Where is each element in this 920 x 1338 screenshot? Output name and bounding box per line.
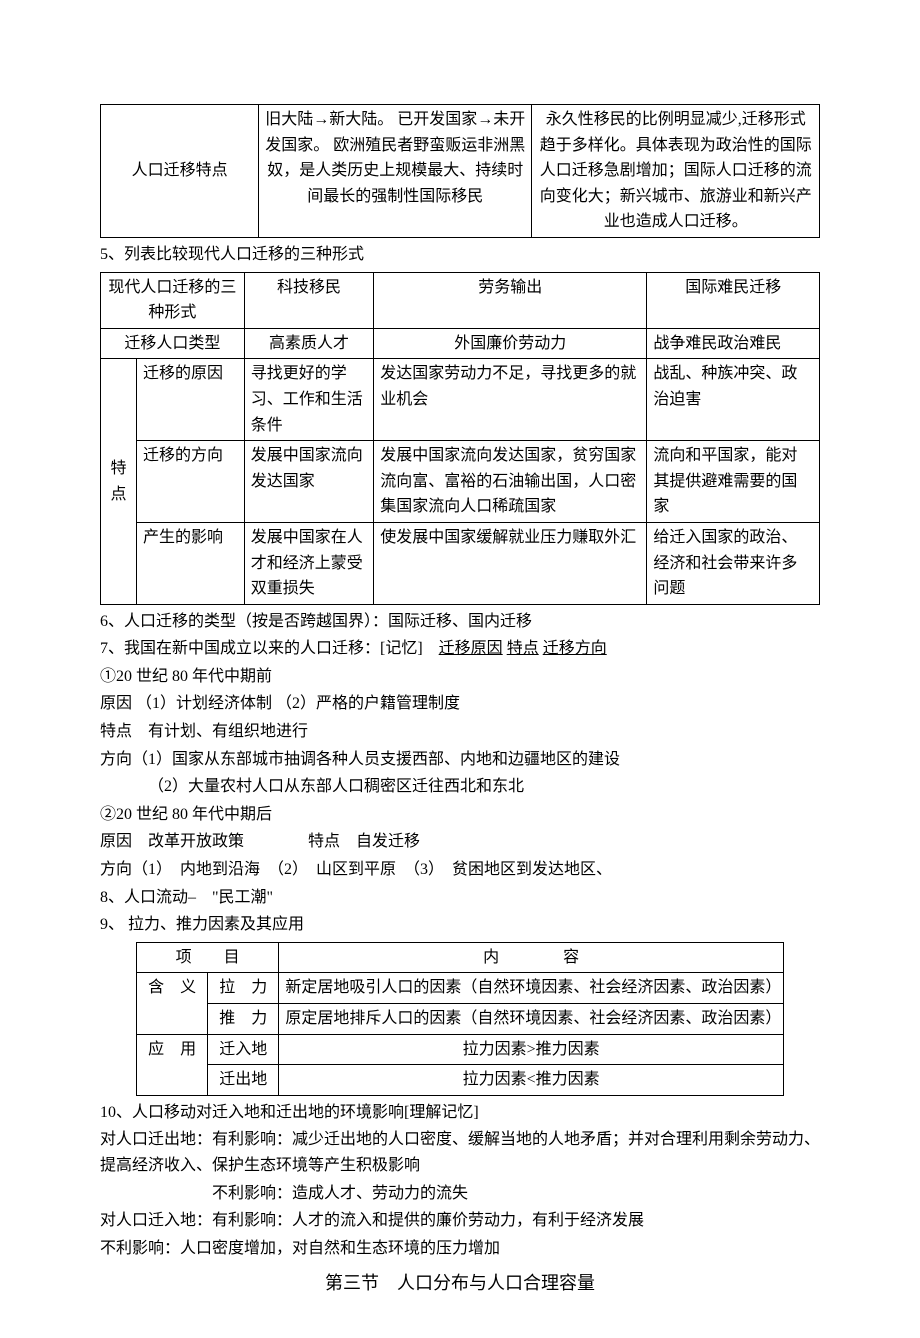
p14: 原因 改革开放政策 特点 自发迁移 xyxy=(100,829,820,855)
t2-h3: 劳务输出 xyxy=(374,272,647,328)
p11: 方向（1）国家从东部城市抽调各种人员支援西部、内地和边疆地区的建设 xyxy=(100,747,820,773)
p22: 不利影响：人口密度增加，对自然和生态环境的压力增加 xyxy=(100,1236,820,1262)
p17: 9、 拉力、推力因素及其应用 xyxy=(100,912,820,938)
t1-c1: 人口迁移特点 xyxy=(101,105,259,238)
p19: 对人口迁出地：有利影响：减少迁出地的人口密度、缓解当地的人地矛盾；并对合理利用剩… xyxy=(100,1127,820,1178)
p15: 方向（1） 内地到沿海 （2） 山区到平原 （3） 贫困地区到发达地区、 xyxy=(100,857,820,883)
p18: 10、人口移动对迁入地和迁出地的环境影响[理解记忆] xyxy=(100,1100,820,1126)
t3-r3b: 迁入地 xyxy=(208,1034,279,1065)
t2-h1: 现代人口迁移的三种形式 xyxy=(101,272,245,328)
push-pull-table: 项 目 内 容 含 义 拉 力 新定居地吸引人口的因素（自然环境因素、社会经济因… xyxy=(136,942,784,1096)
p16: 8、人口流动– "民工潮" xyxy=(100,885,820,911)
t3-r3a: 应 用 xyxy=(137,1034,208,1095)
section-title: 第三节 人口分布与人口合理容量 xyxy=(100,1269,820,1298)
p9: 原因 （1）计划经济体制 （2）严格的户籍管理制度 xyxy=(100,691,820,717)
t2-direction-c2: 发展中国家流向发达国家 xyxy=(244,441,373,523)
t3-r1a: 含 义 xyxy=(137,973,208,1034)
p6: 6、人口迁移的类型（按是否跨越国界）：国际迁移、国内迁移 xyxy=(100,609,820,635)
t3-r2c: 原定居地排斥人口的因素（自然环境因素、社会经济因素、政治因素） xyxy=(279,1004,784,1035)
p7a: 7、我国在新中国成立以来的人口迁移：[记忆] xyxy=(100,640,439,657)
p8: ①20 世纪 80 年代中期前 xyxy=(100,664,820,690)
t1-c3: 永久性移民的比例明显减少,迁移形式趋于多样化。具体表现为政治性的国际人口迁移急剧… xyxy=(532,105,820,238)
t2-direction-c4: 流向和平国家，能对其提供避难需要的国家 xyxy=(647,441,820,523)
t3-r2b: 推 力 xyxy=(208,1004,279,1035)
t2-type-c3: 外国廉价劳动力 xyxy=(374,328,647,359)
t3-r4b: 迁出地 xyxy=(208,1065,279,1096)
p10: 特点 有计划、有组织地进行 xyxy=(100,719,820,745)
t2-feat-label: 特点 xyxy=(101,359,137,604)
p7: 7、我国在新中国成立以来的人口迁移：[记忆] 迁移原因 特点 迁移方向 xyxy=(100,636,820,662)
t2-type-c4: 战争难民政治难民 xyxy=(647,328,820,359)
t2-type-label: 迁移人口类型 xyxy=(101,328,245,359)
t1-c2: 旧大陆→新大陆。 已开发国家→未开发国家。 欧洲殖民者野蛮贩运非洲黑奴，是人类历… xyxy=(259,105,532,238)
p7d: 特点 xyxy=(507,640,539,657)
p12: （2）大量农村人口从东部人口稠密区迁往西北和东北 xyxy=(100,774,820,800)
t3-r4c: 拉力因素<推力因素 xyxy=(279,1065,784,1096)
t3-h2: 内 容 xyxy=(279,942,784,973)
t2-effect-c4: 给迁入国家的政治、经济和社会带来许多问题 xyxy=(647,522,820,604)
t2-effect-label: 产生的影响 xyxy=(136,522,244,604)
p21: 对人口迁入地：有利影响：人才的流入和提供的廉价劳动力，有利于经济发展 xyxy=(100,1208,820,1234)
p20: 不利影响：造成人才、劳动力的流失 xyxy=(100,1181,820,1207)
p13: ②20 世纪 80 年代中期后 xyxy=(100,802,820,828)
p7f: 迁移方向 xyxy=(543,640,607,657)
t2-reason-c2: 寻找更好的学习、工作和生活条件 xyxy=(244,359,373,441)
t2-h4: 国际难民迁移 xyxy=(647,272,820,328)
t2-effect-c2: 发展中国家在人才和经济上蒙受双重损失 xyxy=(244,522,373,604)
t2-reason-c3: 发达国家劳动力不足，寻找更多的就业机会 xyxy=(374,359,647,441)
three-forms-table: 现代人口迁移的三种形式 科技移民 劳务输出 国际难民迁移 迁移人口类型 高素质人… xyxy=(100,272,820,605)
t2-type-c2: 高素质人才 xyxy=(244,328,373,359)
migration-characteristics-table: 人口迁移特点 旧大陆→新大陆。 已开发国家→未开发国家。 欧洲殖民者野蛮贩运非洲… xyxy=(100,104,820,238)
t3-r1c: 新定居地吸引人口的因素（自然环境因素、社会经济因素、政治因素） xyxy=(279,973,784,1004)
t3-r1b: 拉 力 xyxy=(208,973,279,1004)
t2-reason-c4: 战乱、种族冲突、政治迫害 xyxy=(647,359,820,441)
t2-effect-c3: 使发展中国家缓解就业压力赚取外汇 xyxy=(374,522,647,604)
t2-h2: 科技移民 xyxy=(244,272,373,328)
p7b: 迁移原因 xyxy=(439,640,503,657)
t3-r3c: 拉力因素>推力因素 xyxy=(279,1034,784,1065)
heading-5: 5、列表比较现代人口迁移的三种形式 xyxy=(100,242,820,268)
t2-reason-label: 迁移的原因 xyxy=(136,359,244,441)
t3-h1: 项 目 xyxy=(137,942,279,973)
t2-direction-c3: 发展中国家流向发达国家，贫穷国家流向富、富裕的石油输出国，人口密集国家流向人口稀… xyxy=(374,441,647,523)
t2-direction-label: 迁移的方向 xyxy=(136,441,244,523)
